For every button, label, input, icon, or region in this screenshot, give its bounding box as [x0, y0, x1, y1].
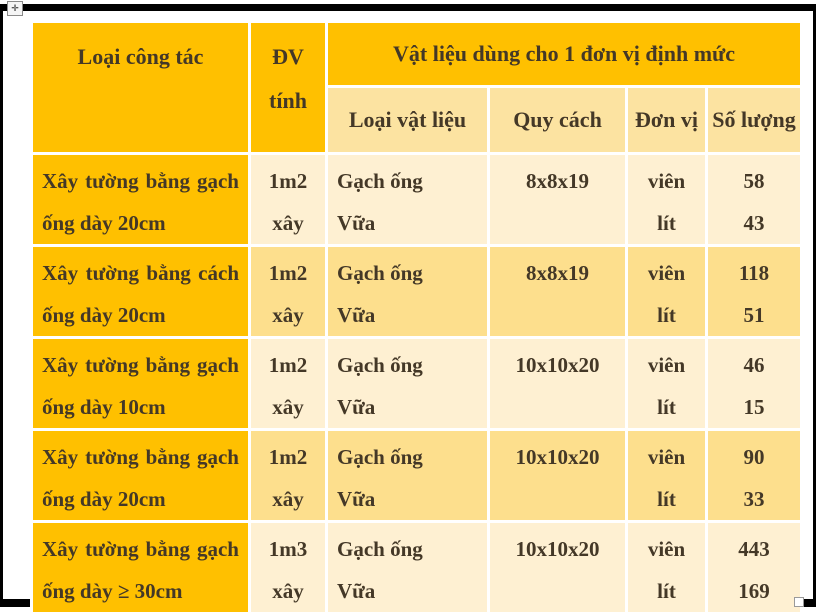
spec-cell: 8x8x19 [487, 244, 628, 339]
qty-line1: 90 [743, 445, 765, 469]
measure-cell: viên lít [625, 244, 708, 339]
material-cell: Gạch ống Vữa [325, 244, 490, 339]
unit-cell: 1m3 xây [248, 520, 328, 615]
unit-line1: 1m2 [268, 169, 308, 193]
task-cell: Xây tường bằng gạch ống dày 20cm [30, 428, 251, 523]
qty-cell: 90 33 [704, 428, 804, 523]
subheader-row: Loại vật liệu Quy cách Đơn vị Số lượng [32, 85, 804, 155]
material-line1: Gạch ống [337, 169, 423, 193]
subheader-qty: Số lượng [704, 85, 804, 155]
header-row-group: Loại công tác ĐV tính Vật liệu dùng cho … [30, 20, 804, 155]
material-line2: Vữa [337, 487, 376, 511]
measure-cell: viên lít [625, 520, 708, 615]
measure-line2: lít [657, 211, 676, 235]
header-materials-group: Vật liệu dùng cho 1 đơn vị định mức [324, 20, 804, 88]
material-line1: Gạch ống [337, 445, 423, 469]
header-task: Loại công tác [30, 20, 251, 155]
table-row: Xây tường bằng gạch ống dày 10cm 1m2 xây… [30, 336, 804, 431]
spec-cell: 10x10x20 [487, 428, 628, 523]
unit-cell: 1m2 xây [248, 336, 328, 431]
qty-line2: 51 [743, 303, 765, 327]
unit-line2: xây [272, 303, 304, 327]
unit-line2: xây [272, 395, 304, 419]
measure-line2: lít [657, 579, 676, 603]
material-line2: Vữa [337, 211, 376, 235]
unit-line2: xây [272, 579, 304, 603]
measure-line1: viên [647, 261, 686, 285]
unit-line2: xây [272, 487, 304, 511]
unit-line2: xây [272, 211, 304, 235]
measure-cell: viên lít [625, 428, 708, 523]
measure-line2: lít [657, 487, 676, 511]
header-unit-line1: ĐV [272, 44, 304, 69]
subheader-spec: Quy cách [487, 85, 628, 155]
measure-line1: viên [647, 353, 686, 377]
qty-cell: 46 15 [704, 336, 804, 431]
unit-line1: 1m2 [268, 353, 308, 377]
measure-line1: viên [647, 169, 686, 193]
subheader-material: Loại vật liệu [325, 85, 490, 155]
measure-line1: viên [647, 537, 686, 561]
task-cell: Xây tường bằng gạch ống dày 20cm [30, 152, 251, 247]
spec-cell: 10x10x20 [487, 520, 628, 615]
material-line1: Gạch ống [337, 353, 423, 377]
table-row: Xây tường bằng cách ống dày 20cm 1m2 xây… [30, 244, 804, 339]
measure-line2: lít [657, 303, 676, 327]
material-cell: Gạch ống Vữa [325, 152, 490, 247]
spec-cell: 8x8x19 [487, 152, 628, 247]
unit-cell: 1m2 xây [248, 428, 328, 523]
header-unit-line2: tính [269, 88, 307, 113]
unit-line1: 1m2 [268, 445, 308, 469]
measure-line1: viên [647, 445, 686, 469]
spec-cell: 10x10x20 [487, 336, 628, 431]
material-line2: Vữa [337, 303, 376, 327]
material-line1: Gạch ống [337, 537, 423, 561]
qty-line1: 46 [743, 353, 765, 377]
qty-line2: 15 [743, 395, 765, 419]
qty-cell: 443 169 [704, 520, 804, 615]
task-cell: Xây tường bằng cách ống dày 20cm [30, 244, 251, 339]
task-cell: Xây tường bằng gạch ống dày ≥ 30cm [30, 520, 251, 615]
table-row: Xây tường bằng gạch ống dày 20cm 1m2 xây… [30, 428, 804, 523]
unit-cell: 1m2 xây [248, 152, 328, 247]
qty-line2: 33 [743, 487, 765, 511]
measure-cell: viên lít [625, 336, 708, 431]
unit-cell: 1m2 xây [248, 244, 328, 339]
material-line1: Gạch ống [337, 261, 423, 285]
material-line2: Vữa [337, 579, 376, 603]
unit-line1: 1m3 [268, 537, 308, 561]
table-row: Xây tường bằng gạch ống dày 20cm 1m2 xây… [30, 152, 804, 247]
qty-line2: 43 [743, 211, 765, 235]
material-cell: Gạch ống Vữa [325, 428, 490, 523]
table-move-handle-icon[interactable]: ✛ [7, 1, 23, 16]
unit-line1: 1m2 [268, 261, 308, 285]
subheader-unit: Đơn vị [625, 85, 708, 155]
qty-line1: 118 [738, 261, 770, 285]
header-unit: ĐV tính [248, 20, 328, 155]
table-resize-handle[interactable] [794, 597, 804, 607]
materials-norm-table: Loại công tác ĐV tính Vật liệu dùng cho … [30, 20, 804, 615]
qty-cell: 58 43 [704, 152, 804, 247]
qty-cell: 118 51 [704, 244, 804, 339]
material-cell: Gạch ống Vữa [325, 520, 490, 615]
table-row: Xây tường bằng gạch ống dày ≥ 30cm 1m3 x… [30, 520, 804, 615]
material-cell: Gạch ống Vữa [325, 336, 490, 431]
measure-cell: viên lít [625, 152, 708, 247]
qty-line2: 169 [738, 579, 770, 603]
task-cell: Xây tường bằng gạch ống dày 10cm [30, 336, 251, 431]
measure-line2: lít [657, 395, 676, 419]
material-line2: Vữa [337, 395, 376, 419]
qty-line1: 443 [738, 537, 770, 561]
qty-line1: 58 [743, 169, 765, 193]
